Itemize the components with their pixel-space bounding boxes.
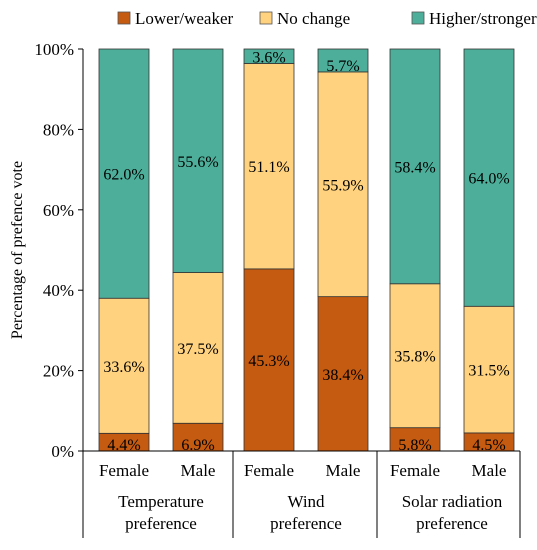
bars — [98, 48, 515, 452]
x-group-label: preference — [416, 514, 488, 533]
y-tick-label: 0% — [51, 442, 74, 461]
x-category-label: Male — [472, 461, 507, 480]
x-category-label: Male — [326, 461, 361, 480]
data-label: 55.6% — [177, 154, 218, 171]
category-labels: Female Male Female Male Female Male — [99, 461, 506, 480]
bar-segment — [98, 48, 150, 299]
bar-segment — [317, 296, 369, 452]
y-tick-label: 100% — [34, 40, 74, 59]
x-group-label: Wind — [287, 492, 325, 511]
data-label: 62.0% — [103, 167, 144, 184]
bar-segment — [389, 48, 441, 285]
x-category-label: Female — [99, 461, 149, 480]
axes — [82, 49, 521, 538]
y-tick-label: 40% — [43, 281, 74, 300]
bar-segment — [172, 48, 224, 273]
legend-swatch — [117, 11, 131, 25]
data-label: 3.6% — [252, 49, 285, 66]
bar-segment — [463, 48, 515, 307]
bar-segment — [389, 283, 441, 429]
y-tick-label: 20% — [43, 362, 74, 381]
data-label: 37.5% — [177, 341, 218, 358]
x-group-label: preference — [125, 514, 197, 533]
x-category-label: Female — [390, 461, 440, 480]
legend: Lower/weaker No change Higher/stronger — [117, 9, 537, 28]
data-label: 58.4% — [394, 159, 435, 176]
y-axis-ticks: 0% 20% 40% 60% 80% 100% — [34, 40, 83, 461]
legend-swatch — [411, 11, 425, 25]
legend-swatch — [259, 11, 273, 25]
data-label: 33.6% — [103, 359, 144, 376]
data-labels: 4.4% 33.6% 62.0% 6.9% 37.5% 55.6% 45.3% 51.1% 3.… — [103, 49, 509, 454]
x-group-label: preference — [270, 514, 342, 533]
data-label: 4.5% — [472, 437, 505, 454]
bar-segment — [172, 272, 224, 424]
bar-segment — [317, 48, 369, 73]
data-label: 45.3% — [248, 353, 289, 370]
data-label: 35.8% — [394, 349, 435, 366]
y-tick-label: 80% — [43, 120, 74, 139]
data-label: 4.4% — [107, 437, 140, 454]
legend-label: Lower/weaker — [135, 9, 234, 28]
bar-segment — [98, 297, 150, 434]
y-axis-title: Percentage of prefence vote — [9, 161, 26, 339]
legend-label: No change — [277, 9, 350, 28]
x-group-label: Temperature — [118, 492, 204, 511]
x-category-label: Male — [181, 461, 216, 480]
x-group-label: Solar radiation — [402, 492, 503, 511]
data-label: 6.9% — [181, 437, 214, 454]
data-label: 51.1% — [248, 159, 289, 176]
data-label: 5.7% — [326, 58, 359, 75]
data-label: 55.9% — [322, 177, 363, 194]
bar-segment — [243, 48, 295, 64]
legend-label: Higher/stronger — [429, 9, 537, 28]
data-label: 5.8% — [398, 437, 431, 454]
x-category-label: Female — [244, 461, 294, 480]
bar-segment — [243, 268, 295, 452]
group-labels: Temperature preference Wind preference Solar… — [118, 492, 503, 533]
y-tick-label: 60% — [43, 201, 74, 220]
data-label: 64.0% — [468, 171, 509, 188]
bar-segment — [463, 305, 515, 434]
data-label: 31.5% — [468, 363, 509, 380]
data-label: 38.4% — [322, 367, 363, 384]
